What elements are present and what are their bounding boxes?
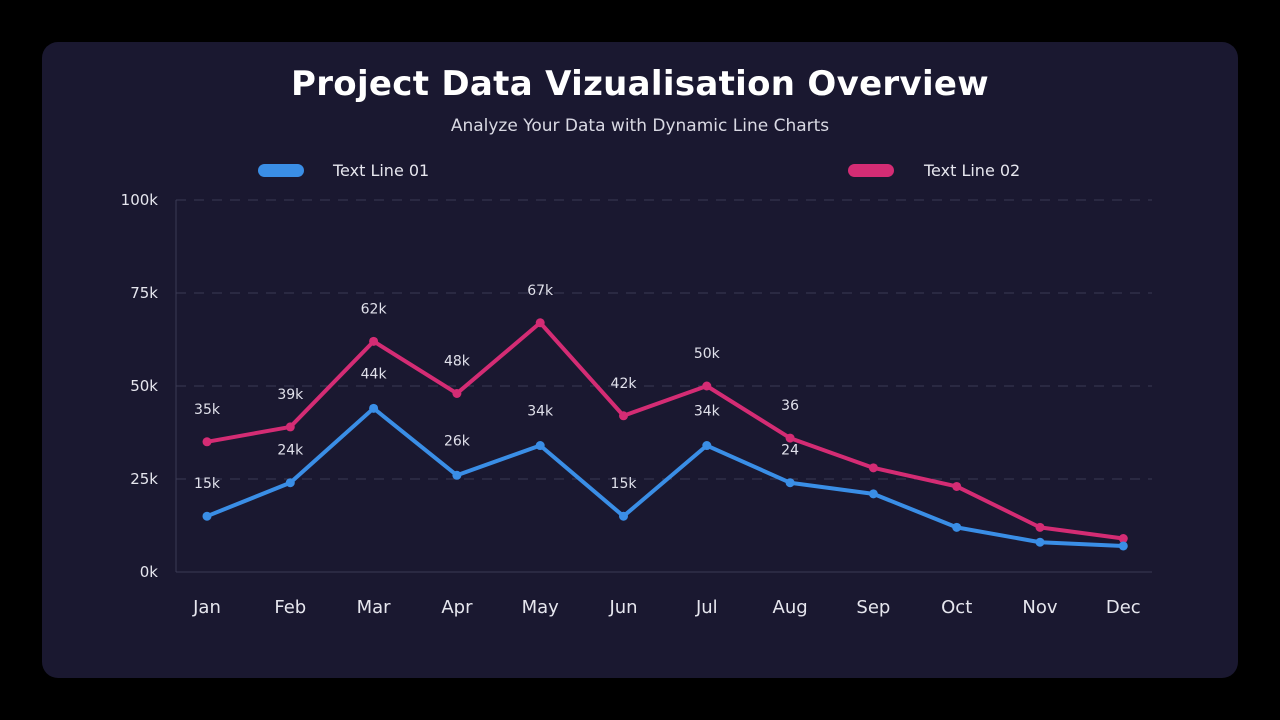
chart-title: Project Data Vizualisation Overview xyxy=(291,64,989,104)
data-point xyxy=(785,478,795,488)
x-tick-label: Feb xyxy=(274,597,306,618)
x-tick-label: Jul xyxy=(695,597,718,618)
data-point xyxy=(702,381,712,391)
x-tick-label: Oct xyxy=(941,597,972,618)
data-label: 26k xyxy=(444,433,471,449)
legend-label: Text Line 01 xyxy=(332,161,429,180)
y-tick-label: 75k xyxy=(130,284,158,302)
data-point xyxy=(369,403,379,413)
x-tick-label: Aug xyxy=(773,597,808,618)
data-point xyxy=(619,411,628,421)
series-line xyxy=(205,320,1126,541)
data-point xyxy=(868,489,878,499)
y-axis-ticks: 0k 25k 50k 75k 100k xyxy=(121,191,159,581)
chart-subtitle: Analyze Your Data with Dynamic Line Char… xyxy=(450,116,830,136)
x-axis-ticks: Jan Feb Mar Apr May Jun Jul Aug Sep Oct Nov Dec xyxy=(192,597,1141,618)
legend-label: Text Line 02 xyxy=(923,161,1020,180)
data-point xyxy=(619,511,628,521)
series-line xyxy=(205,406,1126,548)
axes xyxy=(175,200,1152,573)
data-point xyxy=(1118,541,1128,551)
data-point xyxy=(452,388,462,398)
data-point xyxy=(285,422,295,432)
y-tick-label: 50k xyxy=(130,377,158,395)
data-label: 39k xyxy=(277,387,304,403)
data-label: 48k xyxy=(444,353,471,369)
series-group xyxy=(202,318,1128,551)
data-point xyxy=(202,511,212,521)
data-point xyxy=(535,318,545,328)
data-point xyxy=(702,441,712,451)
data-label: 34k xyxy=(527,404,554,420)
data-point xyxy=(1118,534,1128,544)
data-point xyxy=(369,336,379,346)
data-point xyxy=(285,478,295,488)
data-labels: 15k 24k 44k 26k 34k 15k 34k 24 35k 39k 62k 48k 67k 42… xyxy=(194,283,799,492)
legend-swatch xyxy=(258,164,304,177)
grid-lines xyxy=(176,199,1152,480)
data-label: 24k xyxy=(277,443,304,459)
y-tick-label: 25k xyxy=(130,470,158,488)
data-label: 67k xyxy=(527,283,554,299)
data-point xyxy=(868,463,878,473)
data-label: 42k xyxy=(611,376,638,392)
data-label: 15k xyxy=(194,476,221,492)
x-tick-label: Mar xyxy=(357,597,392,618)
data-point xyxy=(785,433,795,443)
y-tick-label: 100k xyxy=(121,191,159,209)
data-label: 62k xyxy=(361,301,388,317)
data-label: 35k xyxy=(194,402,221,418)
data-label: 15k xyxy=(611,476,638,492)
x-tick-label: Jun xyxy=(608,597,637,618)
x-tick-label: Jan xyxy=(192,597,221,618)
data-label: 24 xyxy=(781,443,799,459)
data-point xyxy=(535,441,545,451)
data-point xyxy=(1035,522,1045,532)
data-point xyxy=(952,481,962,491)
data-label: 34k xyxy=(694,404,721,420)
data-point xyxy=(452,470,462,480)
data-label: 44k xyxy=(361,366,388,382)
data-point xyxy=(1035,537,1045,547)
x-tick-label: Apr xyxy=(441,597,473,618)
data-label: 50k xyxy=(694,346,721,362)
legend: Text Line 01 Text Line 02 xyxy=(258,161,1020,180)
data-label: 36 xyxy=(781,398,799,414)
data-point xyxy=(202,437,212,447)
x-tick-label: May xyxy=(522,597,560,618)
x-tick-label: Nov xyxy=(1022,597,1057,618)
x-tick-label: Sep xyxy=(856,597,890,618)
legend-swatch xyxy=(848,164,894,177)
data-point xyxy=(952,522,962,532)
x-tick-label: Dec xyxy=(1106,597,1141,618)
y-tick-label: 0k xyxy=(140,563,159,581)
